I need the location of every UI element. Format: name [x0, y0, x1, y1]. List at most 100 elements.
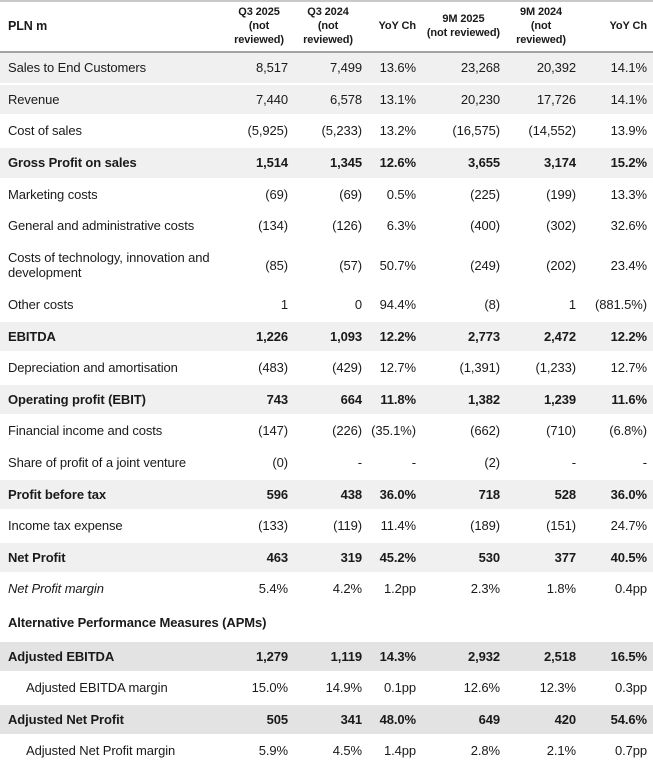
- cell-value: 3,655: [467, 155, 500, 171]
- cell-value: 341: [340, 711, 362, 727]
- cell-value: 12.2%: [610, 328, 647, 344]
- table-row: Income tax expense (133) (119) 11.4% (189) (1…: [0, 510, 653, 542]
- table-row: EBITDA 1,226 1,093 12.2% 2,773 2,472 12.2%: [0, 320, 653, 353]
- cell-value: 2.1%: [546, 743, 576, 759]
- table-row: Adjusted Net Profit margin 5.9% 4.5% 1.4pp 2…: [0, 735, 653, 767]
- cell-value: -: [357, 454, 362, 470]
- row-label: Adjusted Net Profit: [8, 711, 124, 727]
- cell-value: 12.6%: [379, 155, 416, 171]
- cell-value: (202): [546, 257, 576, 273]
- cell-value: 20,392: [536, 60, 576, 76]
- column-header-yoy-9m: YoY Ch: [609, 19, 648, 32]
- column-period-note: (not reviewed): [303, 19, 353, 46]
- row-label: Profit before tax: [8, 486, 106, 502]
- cell-value: 0.4pp: [614, 581, 647, 597]
- cell-value: -: [411, 454, 416, 470]
- cell-value: 1: [280, 297, 288, 312]
- cell-value: 36.0%: [610, 486, 647, 502]
- cell-value: 2,932: [467, 648, 500, 664]
- cell-value: 2,518: [543, 648, 576, 664]
- cell-value: 13.9%: [610, 123, 647, 139]
- cell-value: (5,925): [247, 123, 289, 139]
- cell-value: 36.0%: [379, 486, 416, 502]
- table-row: Net Profit margin 5.4% 4.2% 1.2pp 2.3% 1.8% 0.…: [0, 573, 653, 605]
- cell-value: 13.1%: [379, 91, 416, 107]
- cell-value: 11.8%: [380, 391, 416, 407]
- cell-value: 94.4%: [379, 297, 416, 312]
- cell-value: (5,233): [321, 123, 363, 139]
- cell-value: 16.5%: [610, 648, 647, 664]
- cell-value: (69): [265, 186, 288, 202]
- cell-value: 7,499: [329, 60, 362, 76]
- cell-value: 17,726: [536, 91, 576, 107]
- cell-value: (147): [258, 423, 288, 439]
- column-header-q3-2024: Q3 2024 (not reviewed): [294, 1, 368, 52]
- table-row: Costs of technology, innovation and deve…: [0, 242, 653, 289]
- row-label: Adjusted EBITDA margin: [26, 680, 168, 696]
- cell-value: 0.5%: [386, 186, 416, 202]
- cell-value: 14.3%: [379, 648, 416, 664]
- cell-value: -: [571, 454, 576, 470]
- cell-value: (16,575): [452, 123, 500, 139]
- cell-value: 40.5%: [610, 549, 647, 565]
- row-label: Adjusted EBITDA: [8, 648, 115, 664]
- table-row: Gross Profit on sales 1,514 1,345 12.6% 3,65…: [0, 147, 653, 179]
- cell-value: 1.2pp: [383, 581, 416, 597]
- cell-value: 743: [266, 391, 288, 407]
- table-row: Marketing costs (69) (69) 0.5% (225) (199) 13.…: [0, 179, 653, 211]
- cell-value: 420: [554, 711, 576, 727]
- cell-value: 14.9%: [325, 680, 362, 696]
- cell-value: 1,382: [467, 391, 500, 407]
- cell-value: (302): [546, 218, 576, 234]
- cell-value: 1,119: [330, 648, 362, 664]
- cell-value: (199): [546, 186, 576, 202]
- cell-value: 438: [340, 486, 362, 502]
- cell-value: 3,174: [543, 155, 576, 171]
- cell-value: 13.2%: [379, 123, 416, 139]
- column-period-note: (not reviewed): [426, 26, 500, 39]
- cell-value: 48.0%: [379, 711, 416, 727]
- cell-value: 1,239: [543, 391, 576, 407]
- cell-value: 15.2%: [610, 155, 647, 171]
- cell-value: (2): [484, 454, 500, 470]
- cell-value: (6.8%): [609, 423, 647, 439]
- cell-value: 12.6%: [463, 680, 500, 696]
- cell-value: 6,578: [329, 91, 362, 107]
- row-label: EBITDA: [8, 328, 56, 344]
- cell-value: (134): [258, 218, 288, 234]
- cell-value: (249): [470, 257, 500, 273]
- cell-value: 664: [340, 391, 362, 407]
- cell-value: 54.6%: [610, 711, 647, 727]
- table-row: Adjusted EBITDA margin 15.0% 14.9% 0.1pp 12.…: [0, 672, 653, 704]
- row-label: Sales to End Customers: [8, 60, 146, 76]
- cell-value: 1,514: [255, 155, 288, 171]
- cell-value: (662): [470, 423, 500, 439]
- cell-value: 20,230: [460, 91, 500, 107]
- row-label: Net Profit: [8, 549, 66, 565]
- cell-value: (69): [339, 186, 362, 202]
- cell-value: -: [642, 454, 647, 470]
- cell-value: (126): [332, 218, 362, 234]
- row-label: Cost of sales: [8, 123, 82, 139]
- cell-value: 13.3%: [610, 186, 647, 202]
- cell-value: 1,279: [255, 648, 288, 664]
- row-label: Share of profit of a joint venture: [8, 454, 186, 470]
- cell-value: 2.3%: [470, 581, 500, 597]
- cell-value: 718: [478, 486, 500, 502]
- table-row: Depreciation and amortisation (483) (429) 1…: [0, 352, 653, 384]
- column-header-unit: PLN m: [8, 18, 48, 33]
- table-row: Revenue 7,440 6,578 13.1% 20,230 17,726 14.1%: [0, 83, 653, 116]
- cell-value: (0): [272, 454, 288, 470]
- cell-value: (119): [333, 518, 362, 534]
- row-label: General and administrative costs: [8, 218, 195, 234]
- row-label: Gross Profit on sales: [8, 155, 137, 171]
- row-label: Adjusted Net Profit margin: [26, 743, 176, 759]
- cell-value: 0.1pp: [383, 680, 416, 696]
- column-period-label: Q3 2025: [238, 6, 280, 18]
- row-label: Net Profit margin: [8, 581, 104, 597]
- cell-value: 1,093: [329, 328, 362, 344]
- row-label: Marketing costs: [8, 186, 98, 202]
- cell-value: 596: [266, 486, 288, 502]
- column-header-9m-2024: 9M 2024 (not reviewed): [506, 1, 582, 52]
- cell-value: 5.9%: [258, 743, 288, 759]
